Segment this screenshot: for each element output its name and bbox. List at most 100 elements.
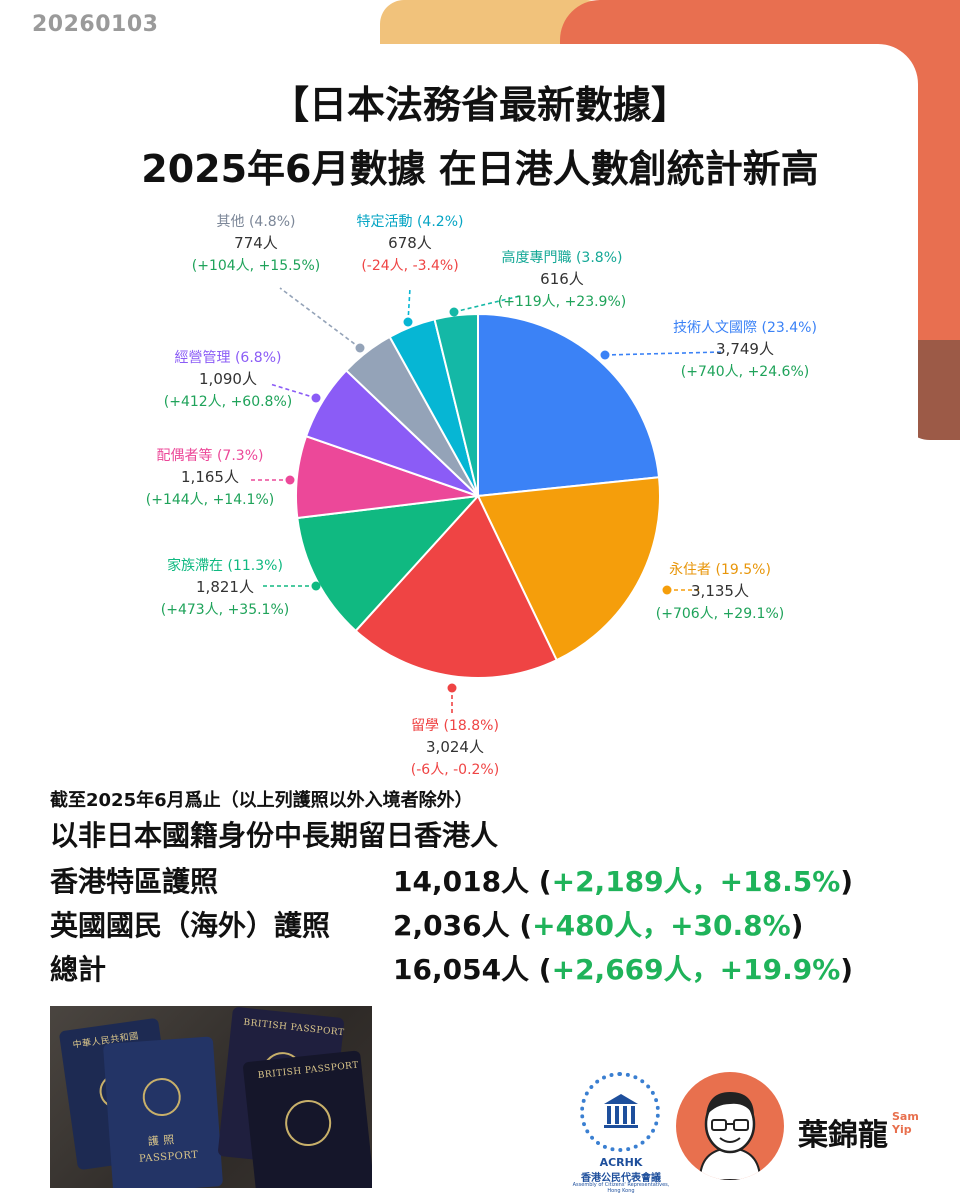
summary-change-count: +480人 [532,909,643,942]
leader-line [407,287,411,323]
pillars-icon [604,1094,638,1128]
summary-count: 14,018人 [393,865,530,898]
royal-crest-icon [282,1097,334,1149]
slice-change: (-6人, -0.2%) [411,762,499,778]
author-name-zh: 葉錦龍 [798,1118,888,1153]
slice-count: 616人 [540,270,584,288]
summary-change-pct: +30.8% [670,909,791,942]
author-name-en: Sam Yip [892,1110,919,1136]
slice-label: 家族滯在 (11.3%) [167,557,283,574]
pie-slice [296,494,481,633]
logo-ring-icon [580,1072,660,1152]
logo-name-en: Assembly of Citizens' Representatives, H… [572,1182,670,1194]
slice-change: (+740人, +24.6%) [681,364,809,380]
summary-row-bno: 英國國民（海外）護照 2,036人 (+480人，+30.8%) [50,904,910,948]
summary-row-label: 總計 [50,953,107,986]
leader-dot [662,585,672,595]
leader-dot [285,475,295,485]
passport-british-2: BRITISH PASSPORT [242,1050,372,1188]
summary-close-paren: ) [840,953,854,986]
slice-change: (+104人, +15.5%) [192,258,320,274]
leader-dot [311,393,321,403]
leader-line [453,295,521,313]
pie-slice [354,494,559,679]
page-title-line-1: 【日本法務省最新數據】 [270,83,689,127]
passport-text: PASSPORT [138,1149,199,1165]
leader-line [269,383,317,399]
leader-dot [600,350,610,360]
slice-label: 經營管理 (6.8%) [175,350,282,366]
slice-count: 678人 [388,234,432,252]
leader-dot [311,581,321,591]
summary-open-paren: ( [529,865,552,898]
logo-name-zh: 香港公民代表會議 [581,1173,661,1184]
slice-count: 3,135人 [691,582,749,600]
pie-slice [476,476,661,662]
note-heading: 以非日本國籍身份中長期留日香港人 [50,819,499,852]
summary-open-paren: ( [529,953,552,986]
summary-separator: ， [691,865,720,898]
slice-change: (-24人, -3.4%) [361,258,458,274]
author-name-en-line-2: Yip [892,1123,912,1136]
slice-count: 1,090人 [199,370,257,388]
slice-label: 技術人文國際 (23.4%) [673,320,817,336]
note-small: 截至2025年6月爲止（以上列護照以外入境者除外） [50,790,473,811]
summary-row-value: 2,036人 (+480人，+30.8%) [393,904,803,944]
leader-line [279,287,361,349]
author-name-en-line-1: Sam [892,1110,919,1123]
passport-text: BRITISH PASSPORT [242,1017,345,1039]
leader-dot [403,317,413,327]
summary-row-value: 16,054人 (+2,669人，+19.9%) [393,948,853,988]
summary-count: 16,054人 [393,953,530,986]
slice-change: (+119人, +23.9%) [498,294,626,310]
pie-slice [477,312,661,498]
summary-close-paren: ) [840,865,854,898]
summary-count: 2,036人 [393,909,510,942]
passports-photo: 中華人民共和國 護 照 PASSPORT BRITISH PASSPORT BR… [50,1006,372,1188]
date-stamp: 20260103 [32,12,159,37]
page-title-line-2: 2025年6月數據 在日港人數創統計新高 [141,147,819,191]
leader-dot [449,307,459,317]
summary-row-total: 總計 16,054人 (+2,669人，+19.9%) [50,948,910,992]
slice-change: (+144人, +14.1%) [146,492,274,508]
summary-separator: ， [642,909,671,942]
summary-close-paren: ) [790,909,804,942]
passport-hksar: 護 照 PASSPORT [102,1036,224,1188]
slice-change: (+473人, +35.1%) [161,602,289,618]
summary-change-count: +2,189人 [551,865,692,898]
summary-open-paren: ( [509,909,533,942]
slice-count: 1,165人 [181,468,239,486]
slice-count: 3,024人 [426,738,484,756]
leader-line [604,351,723,356]
summary-change-pct: +18.5% [719,865,841,898]
slice-label: 其他 (4.8%) [217,214,296,230]
pie-chart: 技術人文國際 (23.4%) 3,749人 (+740人, +24.6%) 永住者 (… [146,214,817,778]
slice-count: 3,749人 [716,340,774,358]
slice-count: 774人 [234,234,278,252]
summary-row-value: 14,018人 (+2,189人，+18.5%) [393,860,853,900]
summary-row-label: 香港特區護照 [50,865,219,898]
passport-text: BRITISH PASSPORT [257,1060,360,1082]
summary-row-label: 英國國民（海外）護照 [50,909,331,942]
slice-change: (+706人, +29.1%) [656,606,784,622]
slice-label: 特定活動 (4.2%) [357,214,464,230]
emblem-icon [141,1076,183,1118]
cartoon-face-icon [698,1092,762,1180]
summary-row-hksar: 香港特區護照 14,018人 (+2,189人，+18.5%) [50,860,910,904]
slice-label: 配偶者等 (7.3%) [157,447,264,464]
leader-dot [447,683,457,693]
passport-text: 護 照 [147,1133,176,1149]
author-avatar [676,1072,784,1180]
leader-dot [355,343,365,353]
logo-abbr: ACRHK [599,1156,643,1169]
slice-label: 永住者 (19.5%) [669,562,771,578]
slice-change: (+412人, +60.8%) [164,394,292,410]
summary-change-count: +2,669人 [551,953,692,986]
acrhk-logo: ACRHK 香港公民代表會議 Assembly of Citizens' Rep… [570,1072,672,1194]
summary-separator: ， [691,953,720,986]
slice-label: 高度專門職 (3.8%) [502,249,623,266]
slice-count: 1,821人 [196,578,254,596]
summary-change-pct: +19.9% [719,953,841,986]
slice-label: 留學 (18.8%) [411,718,499,734]
summary-section: 截至2025年6月爲止（以上列護照以外入境者除外） 以非日本國籍身份中長期留日香… [50,786,910,992]
